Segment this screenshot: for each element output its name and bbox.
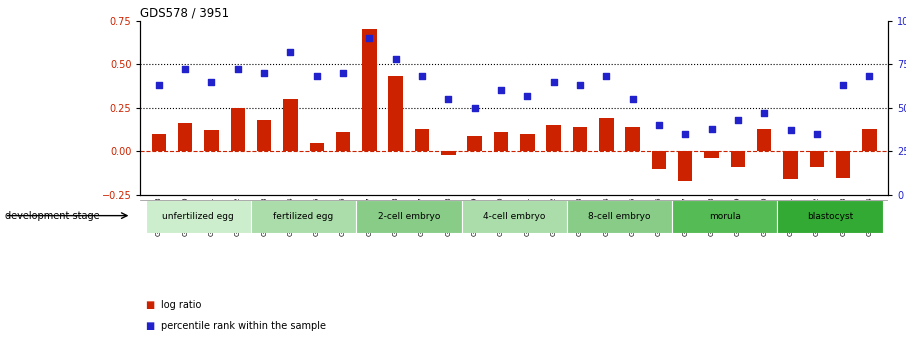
- Point: [651, 122, 666, 128]
- Bar: [336, 132, 351, 151]
- Bar: [625, 127, 640, 151]
- Point: [204, 79, 218, 85]
- Bar: [567, 200, 672, 233]
- Bar: [784, 151, 798, 179]
- Bar: [356, 200, 461, 233]
- Bar: [251, 200, 356, 233]
- Text: log ratio: log ratio: [161, 300, 202, 310]
- Point: [310, 74, 324, 79]
- Bar: [520, 134, 535, 151]
- Point: [389, 56, 403, 62]
- Point: [573, 82, 587, 88]
- Bar: [651, 151, 666, 169]
- Text: fertilized egg: fertilized egg: [274, 212, 333, 221]
- Point: [441, 96, 456, 102]
- Text: GDS578 / 3951: GDS578 / 3951: [140, 7, 229, 20]
- Point: [336, 70, 351, 76]
- Point: [730, 117, 745, 123]
- Point: [520, 93, 535, 98]
- Bar: [546, 125, 561, 151]
- Bar: [678, 151, 692, 181]
- Bar: [494, 132, 508, 151]
- Point: [284, 49, 298, 55]
- Bar: [146, 200, 251, 233]
- Point: [810, 131, 824, 137]
- Bar: [863, 129, 877, 151]
- Text: unfertilized egg: unfertilized egg: [162, 212, 235, 221]
- Bar: [704, 151, 718, 158]
- Bar: [441, 151, 456, 155]
- Bar: [467, 136, 482, 151]
- Point: [599, 74, 613, 79]
- Bar: [777, 200, 882, 233]
- Bar: [389, 77, 403, 151]
- Bar: [151, 134, 166, 151]
- Bar: [599, 118, 613, 151]
- Bar: [284, 99, 298, 151]
- Bar: [257, 120, 272, 151]
- Point: [836, 82, 851, 88]
- Text: development stage: development stage: [5, 211, 99, 220]
- Point: [151, 82, 166, 88]
- Bar: [230, 108, 245, 151]
- Point: [678, 131, 692, 137]
- Point: [546, 79, 561, 85]
- Bar: [310, 143, 324, 151]
- Bar: [836, 151, 851, 178]
- Point: [467, 105, 482, 111]
- Bar: [810, 151, 824, 167]
- Point: [784, 128, 798, 133]
- Text: 2-cell embryo: 2-cell embryo: [378, 212, 440, 221]
- Bar: [672, 200, 777, 233]
- Text: 4-cell embryo: 4-cell embryo: [483, 212, 545, 221]
- Bar: [757, 129, 771, 151]
- Bar: [573, 127, 587, 151]
- Point: [257, 70, 272, 76]
- Text: ■: ■: [145, 300, 154, 310]
- Point: [362, 36, 377, 41]
- Bar: [178, 124, 192, 151]
- Bar: [730, 151, 745, 167]
- Point: [494, 88, 508, 93]
- Text: 8-cell embryo: 8-cell embryo: [588, 212, 651, 221]
- Point: [178, 67, 192, 72]
- Bar: [362, 29, 377, 151]
- Bar: [204, 130, 218, 151]
- Text: morula: morula: [708, 212, 740, 221]
- Point: [230, 67, 245, 72]
- Point: [863, 74, 877, 79]
- Text: percentile rank within the sample: percentile rank within the sample: [161, 321, 326, 331]
- Point: [704, 126, 718, 131]
- Point: [625, 96, 640, 102]
- Point: [757, 110, 771, 116]
- Point: [415, 74, 429, 79]
- Bar: [415, 129, 429, 151]
- Text: blastocyst: blastocyst: [807, 212, 853, 221]
- Text: ■: ■: [145, 321, 154, 331]
- Bar: [461, 200, 567, 233]
